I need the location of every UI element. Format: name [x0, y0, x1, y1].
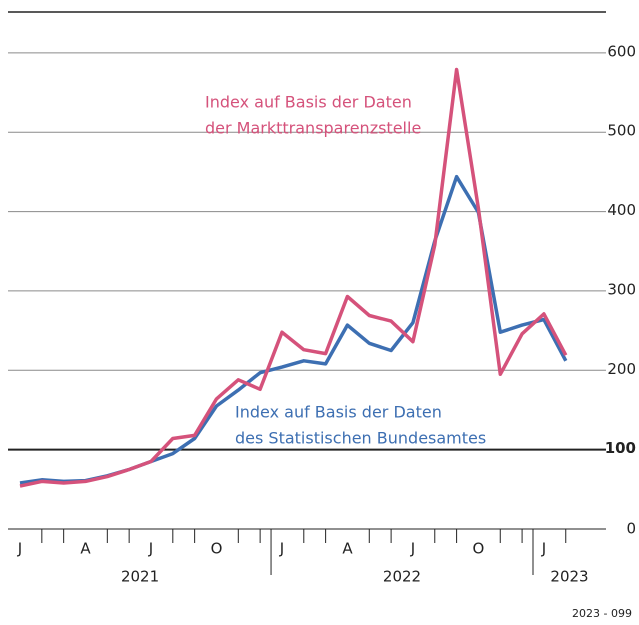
- y-tick-label: 400: [607, 201, 636, 219]
- y-tick-label: 500: [607, 122, 636, 140]
- source-id: 2023 - 099: [572, 607, 632, 620]
- x-tick-label: A: [342, 540, 353, 558]
- x-tick-label: J: [148, 540, 153, 558]
- x-tick-label: J: [279, 540, 284, 558]
- x-tick-label: J: [410, 540, 415, 558]
- year-label: 2022: [383, 568, 421, 586]
- year-label: 2023: [550, 568, 588, 586]
- year-label: 2021: [121, 568, 159, 586]
- x-tick-label: J: [541, 540, 546, 558]
- x-tick-label: A: [80, 540, 91, 558]
- series-label: Index auf Basis der Daten: [235, 403, 442, 422]
- series-line: [19, 67, 568, 488]
- y-tick-label: 200: [607, 360, 636, 378]
- x-tick-label: O: [473, 540, 485, 558]
- series-label: der Markttransparenzstelle: [205, 119, 421, 138]
- y-tick-label: 300: [607, 280, 636, 298]
- y-tick-label: 600: [607, 42, 636, 60]
- x-tick-label: J: [17, 540, 22, 558]
- x-tick-label: O: [211, 540, 223, 558]
- series-label: des Statistischen Bundesamtes: [235, 429, 486, 448]
- y-tick-label: 0: [626, 520, 636, 538]
- series-label: Index auf Basis der Daten: [205, 93, 412, 112]
- y-tick-label: 100: [605, 439, 636, 457]
